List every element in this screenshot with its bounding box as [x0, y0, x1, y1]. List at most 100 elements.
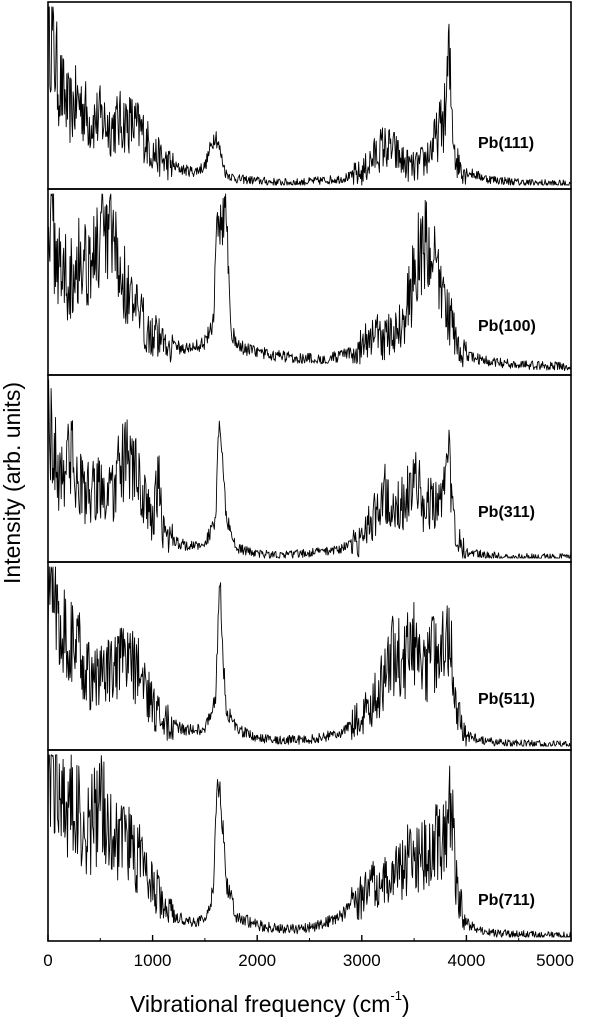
data-point: [455, 701, 456, 702]
data-point: [414, 168, 415, 169]
x-tick-label: 2000: [238, 951, 276, 970]
data-point: [257, 352, 258, 353]
data-point: [110, 240, 111, 241]
data-point: [236, 915, 237, 916]
data-point: [68, 279, 69, 280]
data-point: [47, 202, 48, 203]
data-point: [230, 327, 231, 328]
data-point: [487, 361, 488, 362]
panels-group: Pb(111) Pb(100) Pb(311) Pb(511) Pb(711): [47, 1, 572, 942]
data-point: [163, 530, 164, 531]
data-point: [361, 897, 362, 898]
data-point: [319, 180, 320, 181]
data-point: [361, 173, 362, 174]
spectrum-line: [47, 6, 571, 186]
data-point: [466, 171, 467, 172]
data-point: [158, 483, 159, 484]
data-point: [466, 923, 467, 924]
data-point: [340, 915, 341, 916]
data-point: [47, 575, 48, 576]
x-axis-ticks: 0 1000 2000 3000 4000 5000: [43, 935, 574, 970]
data-point: [361, 541, 362, 542]
data-point: [121, 465, 122, 466]
data-point: [58, 782, 59, 783]
data-point: [194, 546, 195, 547]
data-point: [183, 169, 184, 170]
spectrum-line: [47, 193, 572, 372]
panel-label: Pb(311): [478, 504, 535, 521]
data-point: [68, 451, 69, 452]
data-point: [278, 182, 279, 183]
data-point: [110, 671, 111, 672]
data-point: [298, 357, 299, 358]
data-point: [445, 300, 446, 301]
data-point: [79, 100, 80, 101]
data-point: [340, 178, 341, 179]
data-point: [58, 478, 59, 479]
panel-1: Pb(100): [47, 188, 572, 376]
data-point: [278, 555, 279, 556]
data-point: [142, 678, 143, 679]
data-point: [79, 818, 80, 819]
data-point: [434, 498, 435, 499]
data-point: [121, 274, 122, 275]
panel-label: Pb(711): [478, 892, 535, 909]
data-point: [152, 707, 153, 708]
data-point: [100, 806, 101, 807]
data-point: [451, 800, 452, 801]
data-point: [424, 853, 425, 854]
data-point: [100, 243, 101, 244]
data-point: [152, 151, 153, 152]
panel-3: Pb(511): [47, 561, 572, 751]
data-point: [194, 921, 195, 922]
data-point: [47, 758, 48, 759]
data-point: [204, 166, 205, 167]
data-point: [173, 915, 174, 916]
data-point: [570, 184, 571, 185]
panel-label: Pb(111): [478, 135, 534, 152]
data-point: [445, 114, 446, 115]
data-point: [213, 892, 214, 893]
data-point: [455, 537, 456, 538]
data-point: [173, 166, 174, 167]
data-point: [382, 339, 383, 340]
data-point: [204, 542, 205, 543]
data-point: [319, 925, 320, 926]
data-point: [225, 201, 226, 202]
data-point: [100, 117, 101, 118]
x-tick-label: 4000: [447, 951, 485, 970]
data-point: [215, 132, 216, 133]
data-point: [100, 674, 101, 675]
data-point: [236, 728, 237, 729]
data-point: [236, 178, 237, 179]
data-point: [215, 701, 216, 702]
x-tick-label: 3000: [343, 951, 381, 970]
data-point: [121, 665, 122, 666]
data-point: [58, 82, 59, 83]
data-point: [183, 728, 184, 729]
data-point: [570, 557, 571, 558]
data-point: [450, 647, 451, 648]
data-point: [445, 487, 446, 488]
data-point: [298, 928, 299, 929]
data-point: [204, 341, 205, 342]
data-point: [58, 611, 59, 612]
data-point: [372, 332, 373, 333]
data-point: [121, 837, 122, 838]
panel-frame: [47, 1, 572, 190]
data-point: [455, 883, 456, 884]
data-point: [163, 160, 164, 161]
data-point: [217, 220, 218, 221]
data-point: [89, 121, 90, 122]
y-axis-title: Intensity (arb. units): [0, 382, 25, 584]
data-point: [225, 707, 226, 708]
data-point: [372, 159, 373, 160]
data-point: [278, 739, 279, 740]
data-point: [68, 800, 69, 801]
data-point: [225, 173, 226, 174]
data-point: [183, 544, 184, 545]
data-point: [414, 642, 415, 643]
data-point: [445, 617, 446, 618]
data-point: [257, 737, 258, 738]
data-point: [393, 494, 394, 495]
